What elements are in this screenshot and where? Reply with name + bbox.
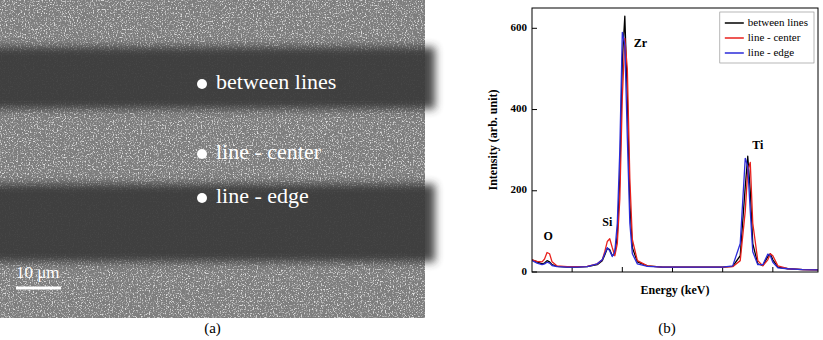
legend-label: between lines: [748, 16, 808, 28]
scale-bar: [16, 287, 61, 290]
probe-point: [197, 79, 207, 89]
legend-label: line - center: [748, 31, 801, 43]
y-tick: [532, 28, 537, 29]
y-tick-label: 600: [511, 21, 528, 33]
panel-a: between lines line - center line - edge 10 …: [0, 0, 435, 318]
legend-swatch: [725, 37, 744, 39]
probe-point: [197, 149, 207, 159]
y-tick-label: 400: [511, 102, 528, 114]
spectrum-line: [532, 38, 818, 270]
y-tick-label: 200: [511, 183, 528, 195]
legend-box: [720, 12, 814, 63]
probe-label: between lines: [216, 69, 336, 94]
series-lines: [532, 16, 818, 270]
x-tick: [622, 267, 623, 272]
panel-b: 0 200 400 600 O Si Zr Ti Energy (keV) Intensity (…: [486, 8, 818, 297]
probe-label: line - center: [216, 139, 322, 164]
y-tick: [532, 190, 537, 191]
peak-label: Zr: [634, 36, 648, 50]
plot-frame: [532, 8, 818, 272]
spectrum-line: [532, 16, 818, 270]
legend: between lines line - center line - edge: [720, 12, 814, 63]
y-axis-title: Intensity (arb. unit): [486, 89, 500, 190]
spectrum-line: [532, 32, 818, 270]
peak-label: Si: [602, 215, 613, 229]
y-tick-label: 0: [522, 265, 528, 277]
legend-label: line - edge: [748, 46, 795, 58]
scale-bar-label: 10 μm: [16, 263, 60, 282]
sem-dark-band: [0, 47, 435, 109]
probe-label: line - edge: [216, 183, 309, 208]
probe-point: [197, 193, 207, 203]
y-tick: [532, 109, 537, 110]
legend-swatch: [725, 22, 744, 24]
x-tick: [772, 267, 773, 272]
peak-label: O: [543, 229, 552, 243]
x-axis-title: Energy (keV): [641, 283, 710, 297]
panel-caption: (a): [204, 320, 221, 337]
peak-label: Ti: [752, 138, 764, 152]
legend-swatch: [725, 52, 744, 54]
panel-caption: (b): [658, 320, 676, 337]
sem-dark-band: [0, 184, 435, 262]
figure: between lines line - center line - edge 10 …: [0, 0, 823, 340]
